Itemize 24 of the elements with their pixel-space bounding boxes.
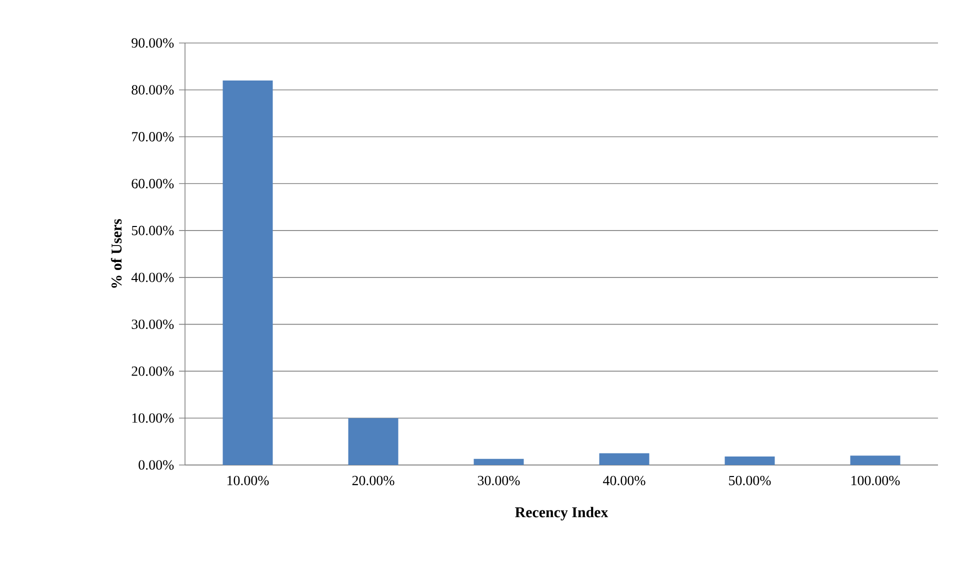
x-tick-label: 10.00% — [227, 476, 269, 486]
y-tick-label: 40.00% — [131, 272, 174, 282]
y-tick-label: 70.00% — [132, 132, 174, 142]
y-tick-label: 50.00% — [132, 226, 174, 236]
x-tick-label: 50.00% — [729, 476, 771, 486]
x-tick-label: 40.00% — [603, 476, 646, 486]
y-tick-label: 60.00% — [132, 178, 174, 188]
y-tick-label: 20.00% — [132, 366, 174, 376]
bar — [724, 456, 775, 465]
y-tick-label: 30.00% — [132, 320, 174, 330]
bar — [850, 456, 900, 465]
y-tick-label: 90.00% — [132, 38, 174, 48]
y-tick-label: 10.00% — [132, 413, 174, 423]
y-tick-label: 0.00% — [138, 460, 174, 470]
y-axis-title: % of Users — [110, 219, 122, 288]
x-tick-label: 20.00% — [352, 476, 394, 486]
x-axis-title: Recency Index — [515, 506, 608, 520]
bar — [599, 453, 650, 465]
bar — [474, 458, 524, 465]
y-tick-label: 80.00% — [132, 85, 174, 95]
x-tick-label: 100.00% — [851, 476, 900, 486]
bar — [348, 418, 398, 465]
bar — [222, 80, 273, 465]
x-tick-label: 30.00% — [478, 476, 520, 486]
